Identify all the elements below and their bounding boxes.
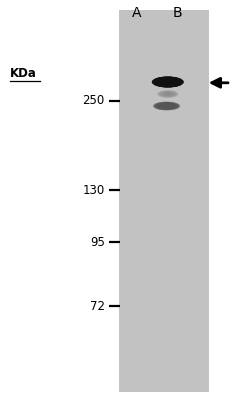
Ellipse shape: [162, 80, 174, 84]
Ellipse shape: [159, 79, 177, 85]
Ellipse shape: [153, 77, 183, 87]
Ellipse shape: [162, 80, 174, 84]
Ellipse shape: [158, 78, 178, 86]
Ellipse shape: [154, 102, 179, 110]
Text: KDa: KDa: [10, 67, 36, 80]
Ellipse shape: [157, 103, 176, 109]
Ellipse shape: [158, 79, 177, 85]
Ellipse shape: [165, 81, 171, 83]
Ellipse shape: [165, 81, 171, 83]
Ellipse shape: [153, 102, 180, 110]
Ellipse shape: [159, 91, 176, 97]
Ellipse shape: [154, 77, 181, 87]
Ellipse shape: [154, 77, 181, 87]
Ellipse shape: [159, 91, 177, 97]
Ellipse shape: [156, 78, 180, 86]
Ellipse shape: [163, 80, 173, 84]
Ellipse shape: [157, 103, 177, 109]
Ellipse shape: [154, 102, 179, 110]
Ellipse shape: [159, 91, 177, 97]
Ellipse shape: [156, 78, 179, 86]
Text: B: B: [173, 6, 182, 20]
Ellipse shape: [163, 80, 172, 84]
Ellipse shape: [155, 102, 178, 110]
Ellipse shape: [161, 92, 175, 96]
Ellipse shape: [160, 79, 175, 85]
Text: A: A: [132, 6, 142, 20]
Ellipse shape: [161, 80, 175, 84]
Ellipse shape: [156, 103, 177, 109]
Ellipse shape: [155, 102, 178, 110]
Ellipse shape: [160, 104, 174, 108]
Ellipse shape: [157, 78, 178, 86]
Ellipse shape: [159, 79, 177, 85]
Ellipse shape: [159, 79, 176, 85]
Text: 250: 250: [83, 94, 105, 107]
Ellipse shape: [159, 104, 174, 108]
Ellipse shape: [152, 76, 184, 88]
Ellipse shape: [158, 103, 176, 109]
Ellipse shape: [162, 104, 172, 108]
Ellipse shape: [165, 81, 170, 83]
Ellipse shape: [155, 78, 180, 86]
Ellipse shape: [162, 104, 171, 108]
Ellipse shape: [159, 104, 174, 108]
Ellipse shape: [152, 76, 183, 88]
Ellipse shape: [164, 81, 172, 83]
Ellipse shape: [153, 77, 182, 87]
Ellipse shape: [162, 92, 174, 96]
Text: 72: 72: [90, 300, 105, 312]
Ellipse shape: [153, 77, 183, 87]
Ellipse shape: [160, 79, 176, 85]
Ellipse shape: [154, 77, 182, 87]
Bar: [119, 10, 209, 392]
Text: 130: 130: [83, 184, 105, 196]
Ellipse shape: [160, 91, 175, 97]
Ellipse shape: [156, 102, 178, 110]
Ellipse shape: [153, 102, 180, 110]
Ellipse shape: [158, 103, 175, 109]
Ellipse shape: [158, 90, 178, 98]
Ellipse shape: [162, 92, 173, 96]
Ellipse shape: [166, 81, 170, 83]
Ellipse shape: [163, 105, 171, 107]
Ellipse shape: [155, 78, 181, 86]
Ellipse shape: [157, 90, 178, 98]
Ellipse shape: [161, 80, 175, 84]
Text: 95: 95: [90, 236, 105, 248]
Ellipse shape: [161, 104, 172, 108]
Ellipse shape: [163, 80, 173, 84]
Ellipse shape: [160, 104, 173, 108]
Ellipse shape: [158, 103, 175, 109]
Ellipse shape: [157, 78, 179, 86]
Ellipse shape: [161, 104, 173, 108]
Ellipse shape: [161, 80, 174, 84]
Ellipse shape: [157, 78, 179, 86]
Ellipse shape: [157, 90, 179, 98]
Ellipse shape: [161, 92, 174, 96]
Ellipse shape: [164, 81, 171, 83]
